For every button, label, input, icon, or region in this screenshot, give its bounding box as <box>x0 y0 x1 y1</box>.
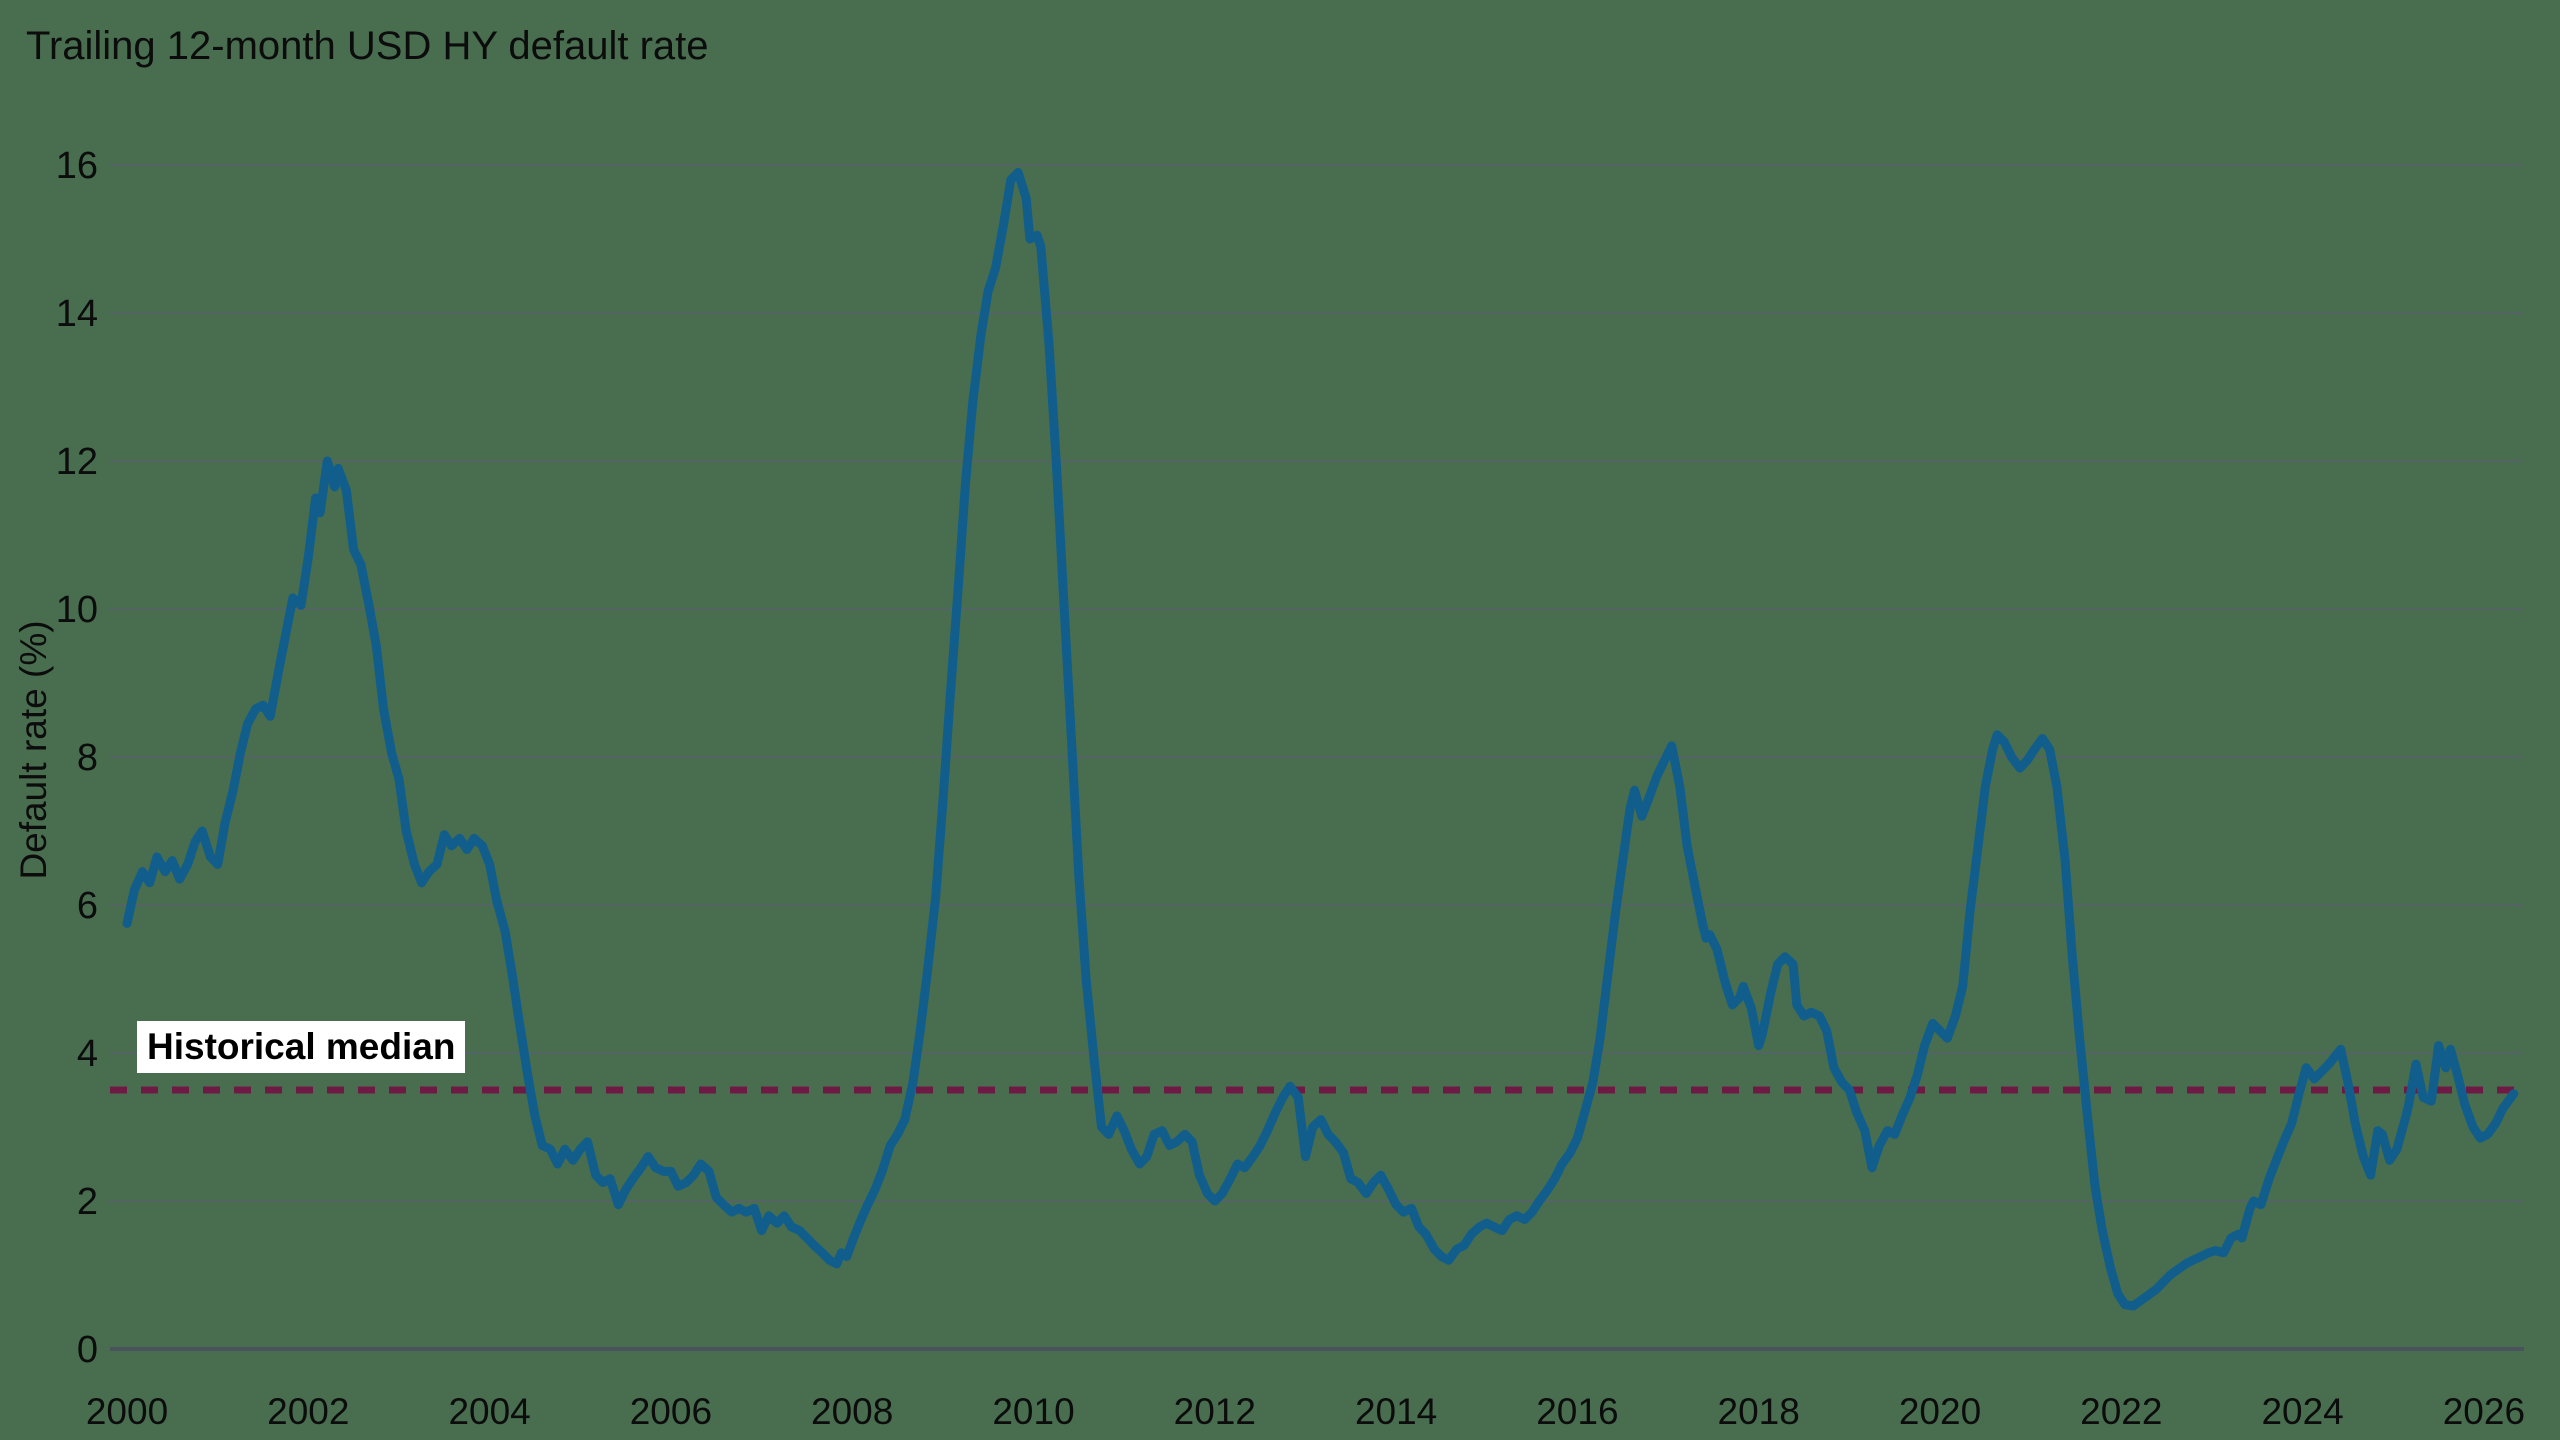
y-tick-label: 6 <box>77 885 98 927</box>
x-tick-label: 2000 <box>86 1391 168 1432</box>
y-tick-label: 12 <box>56 441 98 483</box>
x-tick-label: 2020 <box>1899 1391 1981 1432</box>
x-tick-label: 2008 <box>811 1391 893 1432</box>
x-tick-label: 2010 <box>992 1391 1074 1432</box>
x-tick-label: 2024 <box>2261 1391 2343 1432</box>
x-tick-labels: 2000 2002 2004 2006 2008 2010 2012 2014 2016 2018… <box>86 1391 2525 1432</box>
x-tick-label: 2006 <box>630 1391 712 1432</box>
y-tick-labels: 0 2 4 6 8 10 12 14 16 <box>56 145 98 1371</box>
y-tick-label: 8 <box>77 737 98 779</box>
y-axis-label: Default rate (%) <box>13 620 54 880</box>
y-tick-label: 10 <box>56 589 98 631</box>
median-line-label: Historical median <box>137 1021 466 1073</box>
x-tick-label: 2022 <box>2080 1391 2162 1432</box>
x-tick-label: 2018 <box>1718 1391 1800 1432</box>
x-tick-label: 2002 <box>267 1391 349 1432</box>
x-tick-label: 2026 <box>2443 1391 2525 1432</box>
y-tick-label: 16 <box>56 145 98 187</box>
gridlines <box>110 164 2524 1351</box>
y-tick-label: 2 <box>77 1181 98 1223</box>
chart-title: Trailing 12-month USD HY default rate <box>26 24 709 68</box>
x-tick-label: 2016 <box>1536 1391 1618 1432</box>
y-tick-label: 0 <box>77 1329 98 1371</box>
x-tick-label: 2012 <box>1174 1391 1256 1432</box>
y-tick-label: 4 <box>77 1033 98 1075</box>
default-rate-line <box>122 167 2519 1311</box>
x-tick-label: 2004 <box>448 1391 530 1432</box>
x-tick-label: 2014 <box>1355 1391 1437 1432</box>
y-tick-label: 14 <box>56 293 98 335</box>
